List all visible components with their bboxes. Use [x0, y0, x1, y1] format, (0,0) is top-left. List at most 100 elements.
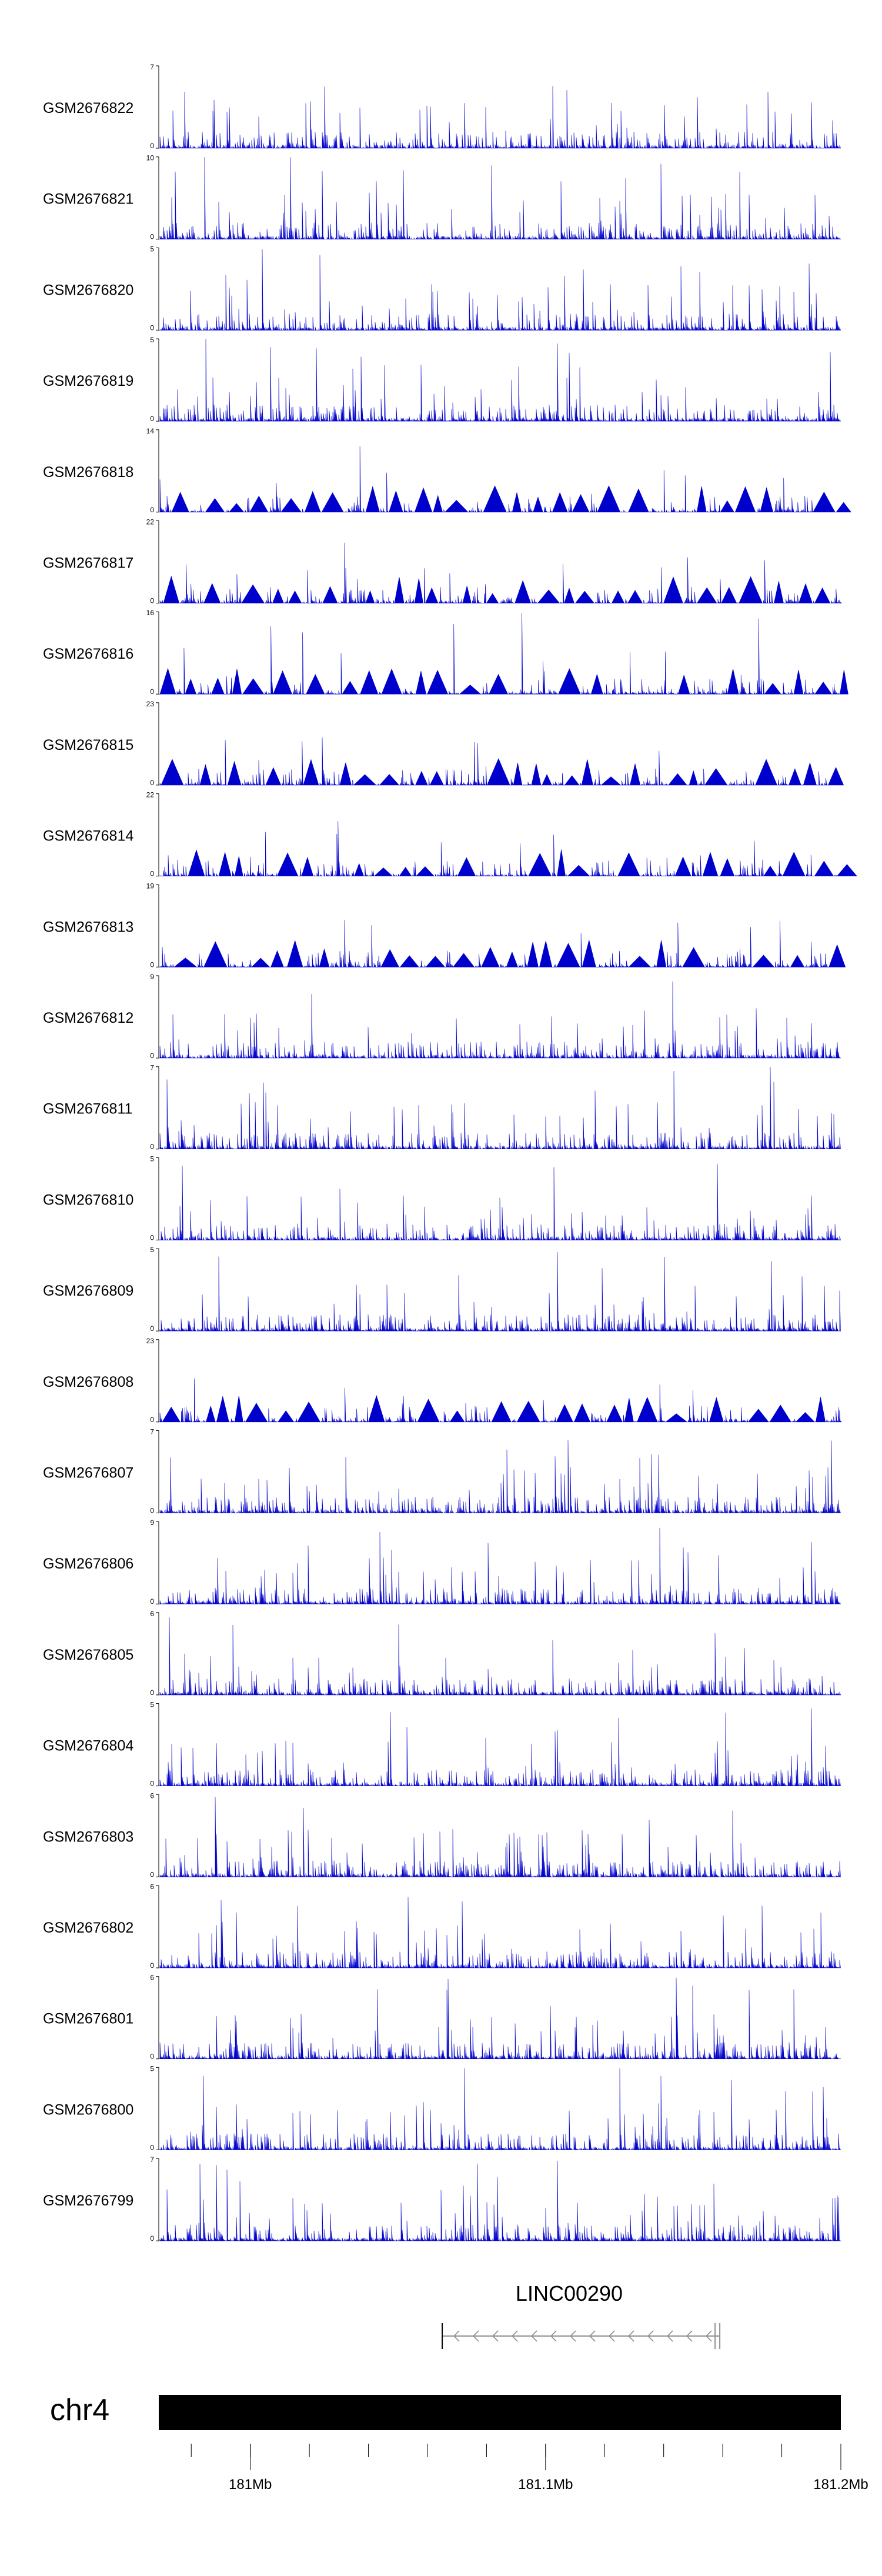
- track-label-gsm2676814: GSM2676814: [43, 828, 133, 845]
- y-axis-gsm2676810: [156, 1157, 159, 1240]
- track-label-gsm2676817: GSM2676817: [43, 555, 133, 572]
- track-label-gsm2676820: GSM2676820: [43, 282, 133, 298]
- y-min-label-gsm2676822: 0: [150, 142, 154, 150]
- track-label-gsm2676807: GSM2676807: [43, 1465, 133, 1481]
- y-max-label-gsm2676808: 23: [146, 1337, 155, 1345]
- track-label-gsm2676809: GSM2676809: [43, 1283, 133, 1299]
- track-gsm2676809: GSM2676809 5 0: [43, 1246, 841, 1333]
- chromosome-bar: [159, 2395, 841, 2430]
- track-label-gsm2676822: GSM2676822: [43, 100, 133, 116]
- y-axis-gsm2676807: [156, 1430, 159, 1513]
- coverage-area-gsm2676815: [159, 737, 844, 786]
- y-axis-gsm2676817: [156, 520, 159, 603]
- y-min-label-gsm2676804: 0: [150, 1780, 154, 1788]
- axis-label: 181.2Mb: [813, 2477, 868, 2492]
- y-min-label-gsm2676808: 0: [150, 1416, 154, 1424]
- y-axis-gsm2676806: [156, 1521, 159, 1604]
- y-max-label-gsm2676802: 6: [150, 1883, 154, 1891]
- y-min-label-gsm2676802: 0: [150, 1961, 154, 1970]
- y-min-label-gsm2676818: 0: [150, 506, 154, 514]
- track-label-gsm2676815: GSM2676815: [43, 737, 133, 753]
- track-label-gsm2676802: GSM2676802: [43, 1920, 133, 1936]
- y-axis-gsm2676814: [156, 793, 159, 877]
- track-label-gsm2676804: GSM2676804: [43, 1738, 133, 1754]
- y-min-label-gsm2676819: 0: [150, 415, 154, 423]
- y-axis-gsm2676819: [156, 338, 159, 422]
- track-label-gsm2676805: GSM2676805: [43, 1647, 133, 1663]
- coverage-area-gsm2676811: [159, 1067, 841, 1149]
- y-axis-gsm2676821: [156, 156, 159, 240]
- track-gsm2676815: GSM2676815 23 0: [43, 700, 844, 787]
- track-gsm2676811: GSM2676811 7 0: [43, 1064, 841, 1151]
- track-label-gsm2676819: GSM2676819: [43, 373, 133, 389]
- track-label-gsm2676821: GSM2676821: [43, 191, 133, 208]
- coverage-area-gsm2676816: [159, 612, 848, 695]
- coverage-area-gsm2676810: [159, 1163, 841, 1240]
- track-gsm2676819: GSM2676819 5 0: [43, 336, 841, 423]
- strand-arrow: [511, 2330, 518, 2342]
- y-min-label-gsm2676805: 0: [150, 1689, 154, 1697]
- y-min-label-gsm2676809: 0: [150, 1324, 154, 1333]
- y-min-label-gsm2676812: 0: [150, 1052, 154, 1060]
- y-axis-gsm2676805: [156, 1612, 159, 1696]
- track-label-gsm2676803: GSM2676803: [43, 1828, 133, 1845]
- y-axis-gsm2676818: [156, 429, 159, 513]
- coverage-area-gsm2676812: [159, 981, 841, 1059]
- y-min-label-gsm2676807: 0: [150, 1507, 154, 1515]
- y-axis-gsm2676816: [156, 611, 159, 695]
- y-min-label-gsm2676800: 0: [150, 2143, 154, 2151]
- track-gsm2676816: GSM2676816 16 0: [43, 609, 848, 696]
- coverage-area-gsm2676804: [159, 1709, 841, 1786]
- track-gsm2676805: GSM2676805 6 0: [43, 1610, 841, 1697]
- y-min-label-gsm2676806: 0: [150, 1597, 154, 1606]
- strand-arrow: [453, 2330, 460, 2342]
- track-gsm2676806: GSM2676806 9 0: [43, 1519, 841, 1606]
- chromosome-label: chr4: [50, 2393, 109, 2427]
- y-min-label-gsm2676815: 0: [150, 779, 154, 787]
- coverage-area-gsm2676808: [159, 1378, 842, 1423]
- track-label-gsm2676801: GSM2676801: [43, 2011, 133, 2027]
- y-max-label-gsm2676813: 19: [146, 882, 155, 890]
- y-max-label-gsm2676820: 5: [150, 245, 154, 253]
- genome-coordinate-axis: 181Mb 181.1Mb 181.2Mb: [191, 2444, 868, 2492]
- y-max-label-gsm2676800: 5: [150, 2064, 154, 2073]
- strand-arrow: [589, 2330, 596, 2342]
- track-label-gsm2676810: GSM2676810: [43, 1192, 133, 1208]
- y-max-label-gsm2676822: 7: [150, 63, 154, 71]
- y-min-label-gsm2676816: 0: [150, 688, 154, 696]
- track-gsm2676799: GSM2676799 7 0: [43, 2155, 841, 2243]
- y-axis-gsm2676811: [156, 1066, 159, 1150]
- track-gsm2676813: GSM2676813 19 0: [43, 882, 846, 969]
- y-min-label-gsm2676801: 0: [150, 2053, 154, 2061]
- y-axis-gsm2676799: [156, 2158, 159, 2241]
- y-axis-gsm2676808: [156, 1339, 159, 1423]
- track-gsm2676812: GSM2676812 9 0: [43, 973, 841, 1060]
- y-axis-gsm2676801: [156, 1976, 159, 2060]
- coverage-area-gsm2676817: [159, 542, 842, 603]
- track-gsm2676814: GSM2676814 22 0: [43, 791, 857, 878]
- strand-arrow: [472, 2330, 479, 2342]
- coverage-area-gsm2676821: [159, 156, 841, 239]
- track-gsm2676810: GSM2676810 5 0: [43, 1154, 841, 1242]
- y-max-label-gsm2676810: 5: [150, 1154, 154, 1163]
- axis-label: 181.1Mb: [518, 2477, 573, 2492]
- y-min-label-gsm2676813: 0: [150, 960, 154, 969]
- strand-arrow: [569, 2330, 576, 2342]
- y-axis-gsm2676802: [156, 1885, 159, 1968]
- y-max-label-gsm2676817: 22: [146, 518, 155, 526]
- track-gsm2676803: GSM2676803 6 0: [43, 1791, 841, 1878]
- track-label-gsm2676813: GSM2676813: [43, 919, 133, 935]
- coverage-area-gsm2676822: [159, 86, 841, 149]
- y-max-label-gsm2676799: 7: [150, 2155, 154, 2164]
- y-max-label-gsm2676809: 5: [150, 1246, 154, 1254]
- coverage-area-gsm2676813: [159, 920, 846, 967]
- strand-arrow: [686, 2330, 693, 2342]
- coverage-area-gsm2676819: [159, 339, 841, 422]
- y-axis-gsm2676804: [156, 1703, 159, 1787]
- y-max-label-gsm2676811: 7: [150, 1064, 154, 1072]
- coverage-area-gsm2676820: [159, 249, 841, 331]
- strand-arrow: [647, 2330, 654, 2342]
- track-gsm2676801: GSM2676801 6 0: [43, 1974, 841, 2061]
- gene-track: LINC00290: [442, 2281, 721, 2349]
- y-max-label-gsm2676801: 6: [150, 1974, 154, 1982]
